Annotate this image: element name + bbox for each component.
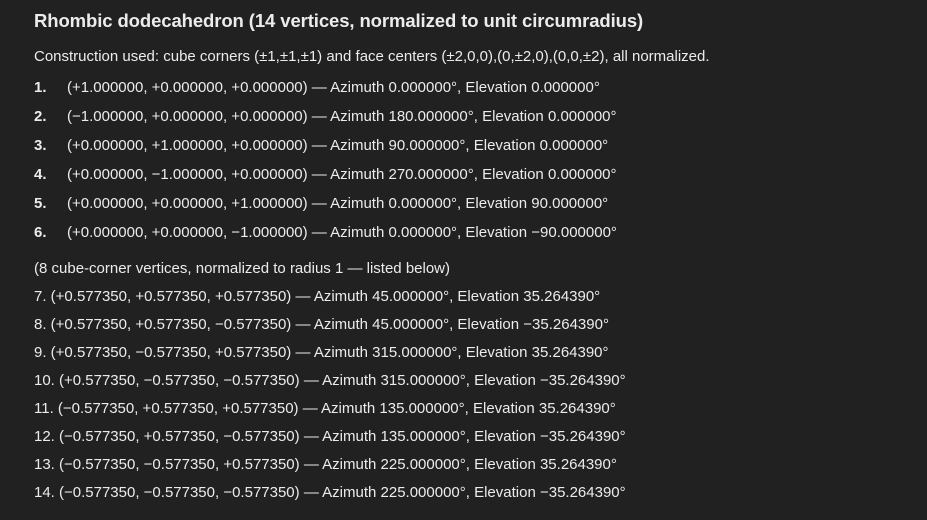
list-item-text: (+0.000000, +1.000000, +0.000000) — Azim… — [67, 137, 609, 154]
list-item-number: 1. — [34, 79, 47, 96]
list-item: 5. (+0.000000, +0.000000, +1.000000) — Az… — [34, 189, 927, 218]
list-item-text: (+0.000000, +0.000000, −1.000000) — Azim… — [67, 224, 617, 241]
list-item-number: 3. — [34, 137, 47, 154]
list-item-number: 4. — [34, 166, 47, 183]
list-item: 3. (+0.000000, +1.000000, +0.000000) — Az… — [34, 131, 927, 160]
list-item-text: (+0.000000, +0.000000, +1.000000) — Azim… — [67, 195, 609, 212]
list-item: 11. (−0.577350, +0.577350, +0.577350) — … — [34, 400, 616, 417]
page-title: Rhombic dodecahedron (14 vertices, norma… — [34, 10, 644, 31]
list-item-text: (+0.000000, −1.000000, +0.000000) — Azim… — [67, 166, 617, 183]
list-item-number: 2. — [34, 108, 47, 125]
list-item: 1. (+1.000000, +0.000000, +0.000000) — Az… — [34, 73, 927, 102]
list-item: 12. (−0.577350, +0.577350, −0.577350) — … — [34, 428, 626, 445]
list-item: 4. (+0.000000, −1.000000, +0.000000) — Az… — [34, 160, 927, 189]
list-item-text: (+1.000000, +0.000000, +0.000000) — Azim… — [67, 79, 600, 96]
cube-corner-vertex-list: 7. (+0.577350, +0.577350, +0.577350) — A… — [34, 283, 927, 507]
list-item: 6. (+0.000000, +0.000000, −1.000000) — Az… — [34, 218, 927, 247]
list-item: 9. (+0.577350, −0.577350, +0.577350) — A… — [34, 344, 609, 361]
list-item: 14. (−0.577350, −0.577350, −0.577350) — … — [34, 484, 626, 501]
list-item-number: 5. — [34, 195, 47, 212]
construction-note: Construction used: cube corners (±1,±1,±… — [34, 48, 710, 65]
list-item: 2. (−1.000000, +0.000000, +0.000000) — Az… — [34, 102, 927, 131]
list-item: 7. (+0.577350, +0.577350, +0.577350) — A… — [34, 288, 601, 305]
list-item: 13. (−0.577350, −0.577350, +0.577350) — … — [34, 456, 617, 473]
list-item: 8. (+0.577350, +0.577350, −0.577350) — A… — [34, 316, 609, 333]
face-center-vertex-list: 1. (+1.000000, +0.000000, +0.000000) — Az… — [34, 73, 927, 247]
list-item-text: (−1.000000, +0.000000, +0.000000) — Azim… — [67, 108, 617, 125]
list-item: 10. (+0.577350, −0.577350, −0.577350) — … — [34, 372, 626, 389]
list-item-number: 6. — [34, 224, 47, 241]
cube-corner-note: (8 cube-corner vertices, normalized to r… — [34, 260, 451, 277]
